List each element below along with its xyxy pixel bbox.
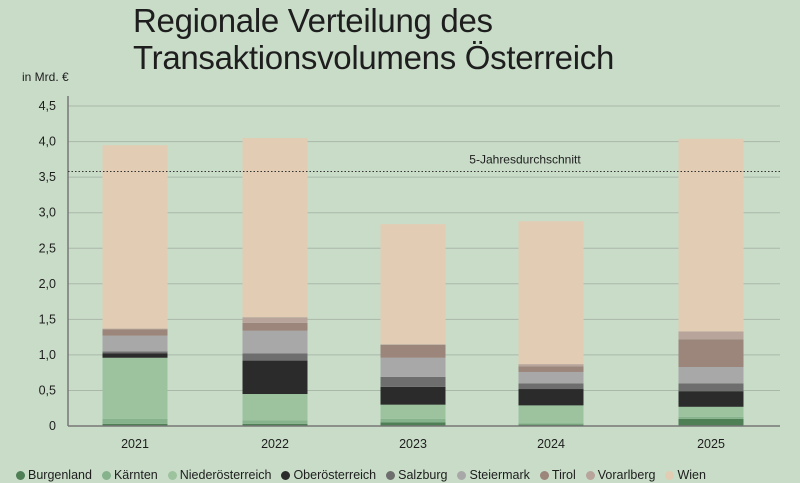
bar-segment-salzburg-2024 xyxy=(518,383,584,390)
x-tick-label: 2024 xyxy=(537,437,565,451)
legend-swatch xyxy=(281,470,291,480)
bar-segment-wien-2023 xyxy=(380,224,446,345)
y-axis-label: in Mrd. € xyxy=(22,70,69,84)
bar-segment-vorarlberg-2023 xyxy=(380,344,446,345)
bar-segment-tirol-2022 xyxy=(242,322,308,331)
legend-label: Salzburg xyxy=(398,468,448,482)
x-tick-label: 2021 xyxy=(121,437,149,451)
legend-label: Oberösterreich xyxy=(293,468,377,482)
bar-segment-salzburg-2023 xyxy=(380,376,446,387)
chart-title: Regionale Verteilung des Transaktionsvol… xyxy=(133,2,614,76)
legend-item: Steiermark xyxy=(457,468,530,482)
bar-segment-tirol-2023 xyxy=(380,344,446,358)
legend-label: Kärnten xyxy=(113,468,158,482)
bar-segment-oberösterreich-2025 xyxy=(678,391,744,407)
legend-label: Tirol xyxy=(551,468,576,482)
y-tick-label: 1,5 xyxy=(39,312,56,326)
bar-segment-salzburg-2021 xyxy=(102,351,168,354)
legend-label: Niederösterreich xyxy=(179,468,272,482)
legend-swatch xyxy=(665,470,675,480)
y-tick-label: 3,5 xyxy=(39,170,56,184)
bar-segment-steiermark-2025 xyxy=(678,366,744,384)
reference-line-label: 5-Jahresdurchschnitt xyxy=(469,152,581,166)
x-tick-label: 2023 xyxy=(399,437,427,451)
bar-segment-salzburg-2025 xyxy=(678,383,744,392)
bar-segment-wien-2025 xyxy=(678,138,744,332)
bar-segment-wien-2022 xyxy=(242,138,308,318)
y-tick-label: 2,0 xyxy=(39,277,56,291)
legend-swatch xyxy=(167,470,177,480)
bar-segment-niederösterreich-2023 xyxy=(380,404,446,419)
legend-swatch xyxy=(539,470,549,480)
legend-item: Tirol xyxy=(539,468,576,482)
bar-segment-kärnten-2025 xyxy=(678,416,744,419)
bar-segment-steiermark-2024 xyxy=(518,371,584,384)
bar-segment-vorarlberg-2024 xyxy=(518,364,584,367)
bar-segment-oberösterreich-2024 xyxy=(518,389,584,406)
bar-segment-oberösterreich-2023 xyxy=(380,386,446,405)
legend-item: Niederösterreich xyxy=(167,468,272,482)
legend-label: Vorarlberg xyxy=(597,468,656,482)
bar-segment-kärnten-2021 xyxy=(102,418,168,424)
bar-segment-wien-2024 xyxy=(518,221,584,365)
legend-label: Steiermark xyxy=(469,468,530,482)
bar-segment-tirol-2025 xyxy=(678,339,744,367)
y-tick-label: 4,5 xyxy=(39,99,56,113)
bar-segment-burgenland-2025 xyxy=(678,418,744,426)
bar-segment-steiermark-2022 xyxy=(242,330,308,354)
y-tick-label: 0,5 xyxy=(39,383,56,397)
y-tick-label: 1,0 xyxy=(39,348,56,362)
legend-item: Vorarlberg xyxy=(585,468,656,482)
bar-segment-vorarlberg-2022 xyxy=(242,317,308,323)
bar-segment-burgenland-2023 xyxy=(380,422,446,426)
legend-item: Kärnten xyxy=(101,468,158,482)
bar-segment-vorarlberg-2025 xyxy=(678,331,744,340)
bar-segment-kärnten-2024 xyxy=(518,423,584,425)
bar-segment-tirol-2021 xyxy=(102,329,168,336)
bar-segment-steiermark-2021 xyxy=(102,335,168,352)
legend-swatch xyxy=(386,470,396,480)
bar-segment-oberösterreich-2021 xyxy=(102,353,168,358)
legend-item: Oberösterreich xyxy=(281,468,376,482)
legend-item: Burgenland xyxy=(16,468,92,482)
bar-segment-kärnten-2022 xyxy=(242,420,308,424)
legend-swatch xyxy=(16,470,25,480)
y-tick-label: 2,5 xyxy=(39,241,56,255)
bar-segment-oberösterreich-2022 xyxy=(242,360,308,395)
bar-segment-steiermark-2023 xyxy=(380,357,446,377)
bar-segment-tirol-2024 xyxy=(518,366,584,372)
y-tick-label: 4,0 xyxy=(39,135,56,149)
bar-segment-burgenland-2022 xyxy=(242,423,308,426)
bar-segment-wien-2021 xyxy=(102,145,168,329)
bar-segment-vorarlberg-2021 xyxy=(102,328,168,330)
legend: Burgenland Kärnten Niederösterreich Oberöst… xyxy=(16,468,706,482)
legend-item: Salzburg xyxy=(386,468,447,482)
bar-segment-niederösterreich-2025 xyxy=(678,406,744,417)
bar-segment-salzburg-2022 xyxy=(242,353,308,361)
bar-segment-niederösterreich-2021 xyxy=(102,357,168,419)
legend-label: Wien xyxy=(677,468,706,482)
legend-swatch xyxy=(101,470,111,480)
legend-swatch xyxy=(585,470,595,480)
legend-swatch xyxy=(457,470,467,480)
y-tick-label: 3,0 xyxy=(39,206,56,220)
x-tick-label: 2025 xyxy=(697,437,725,451)
y-tick-label: 0 xyxy=(49,419,56,433)
legend-label: Burgenland xyxy=(28,468,92,482)
bar-segment-kärnten-2023 xyxy=(380,418,446,423)
bar-segment-burgenland-2021 xyxy=(102,423,168,426)
x-tick-label: 2022 xyxy=(261,437,289,451)
bar-segment-niederösterreich-2024 xyxy=(518,405,584,424)
legend-item: Wien xyxy=(665,468,706,482)
bar-segment-niederösterreich-2022 xyxy=(242,394,308,421)
